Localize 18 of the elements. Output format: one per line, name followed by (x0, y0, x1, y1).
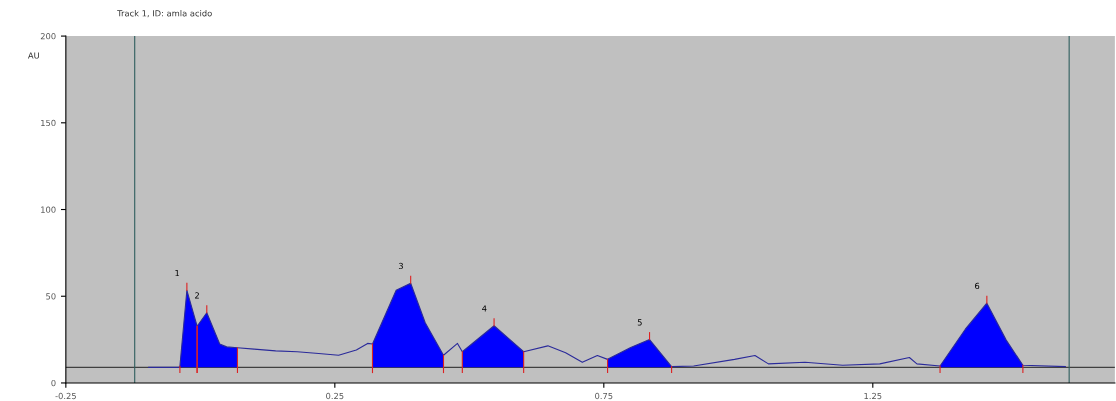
x-tick-label: 0.25 (326, 392, 344, 400)
y-tick-label: 100 (41, 206, 56, 213)
annotation: 5 (637, 319, 642, 326)
x-tick-label: -0.25 (55, 392, 76, 400)
annotation: 1 (175, 270, 180, 277)
chart-title: Track 1, ID: amla acido (117, 10, 212, 18)
y-tick-label: 200 (40, 33, 56, 40)
x-tick-label: 1.25 (864, 392, 882, 400)
annotation: 2 (195, 292, 199, 299)
annotation: 6 (975, 282, 980, 290)
x-tick-label: 0.75 (595, 392, 613, 400)
annotation: 3 (398, 262, 403, 270)
annotation: 4 (482, 305, 487, 312)
y-tick-label: 0 (51, 379, 56, 387)
y-tick-label: 150 (41, 119, 56, 127)
y-axis-title: AU (27, 52, 39, 59)
y-tick-label: 50 (46, 293, 56, 300)
line-series (148, 282, 1066, 368)
